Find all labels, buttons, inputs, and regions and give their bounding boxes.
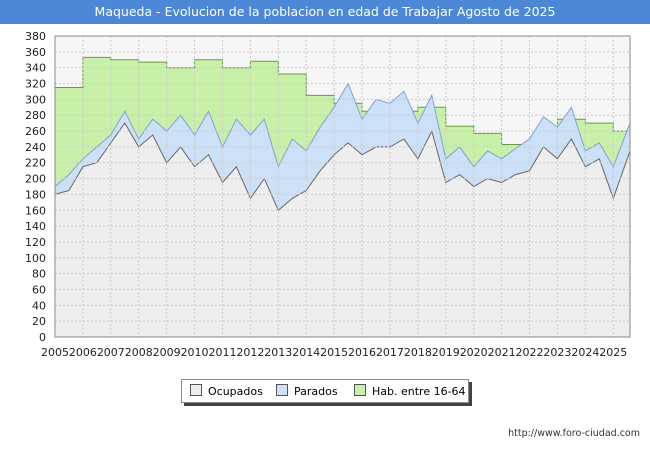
- series-line-ocupados: [54, 122, 631, 212]
- x-tick-label: 2007: [97, 346, 125, 359]
- legend-item-ocupados: Ocupados: [190, 384, 263, 398]
- x-tick-label: 2021: [488, 346, 516, 359]
- y-tick-label: 80: [32, 268, 46, 281]
- x-tick-label: 2024: [571, 346, 599, 359]
- y-tick-label: 280: [25, 109, 46, 122]
- population-chart: 0 20 40 60 80 100 120 140 160 180 200 220 240 260 280 3…: [25, 30, 631, 359]
- x-tick-label: 2015: [320, 346, 348, 359]
- y-tick-label: 100: [25, 252, 46, 265]
- x-tick-label: 2018: [404, 346, 432, 359]
- y-tick-label: 340: [25, 62, 46, 75]
- chart-legend: Ocupados Parados Hab. entre 16-64: [181, 379, 469, 403]
- y-tick-label: 300: [25, 93, 46, 106]
- y-tick-label: 360: [25, 46, 46, 59]
- plot-frame: [54, 35, 631, 338]
- series-line-parados: [54, 82, 631, 187]
- x-tick-label: 2017: [376, 346, 404, 359]
- x-tick-label: 2006: [69, 346, 97, 359]
- y-tick-label: 240: [25, 141, 46, 154]
- legend-swatch-parados: [276, 384, 288, 396]
- x-tick-label: 2020: [460, 346, 488, 359]
- y-tick-label: 180: [25, 188, 46, 201]
- x-tick-label: 2010: [181, 346, 209, 359]
- y-tick-label: 160: [25, 204, 46, 217]
- y-tick-label: 60: [32, 283, 46, 296]
- series-area-ocupados: [55, 123, 630, 337]
- x-tick-label: 2011: [208, 346, 236, 359]
- legend-label-parados: Parados: [294, 385, 338, 398]
- y-tick-label: 200: [25, 173, 46, 186]
- x-tick-label: 2009: [153, 346, 181, 359]
- y-tick-label: 320: [25, 78, 46, 91]
- x-tick-label: 2023: [543, 346, 571, 359]
- y-tick-label: 220: [25, 157, 46, 170]
- legend-swatch-habitantes: [354, 384, 366, 396]
- y-tick-label: 20: [32, 315, 46, 328]
- x-tick-label: 2016: [348, 346, 376, 359]
- y-tick-label: 140: [25, 220, 46, 233]
- y-tick-label: 40: [32, 299, 46, 312]
- legend-item-habitantes: Hab. entre 16-64: [354, 384, 466, 398]
- y-tick-label: 0: [39, 331, 46, 344]
- legend-swatch-ocupados: [190, 384, 202, 396]
- x-tick-label: 2025: [599, 346, 627, 359]
- x-tick-label: 2019: [432, 346, 460, 359]
- legend-item-parados: Parados: [276, 384, 338, 398]
- legend-label-ocupados: Ocupados: [208, 385, 263, 398]
- x-tick-label: 2013: [264, 346, 292, 359]
- x-tick-label: 2012: [236, 346, 264, 359]
- y-tick-label: 380: [25, 30, 46, 43]
- x-tick-label: 2005: [41, 346, 69, 359]
- chart-title: Maqueda - Evolucion de la poblacion en e…: [0, 0, 650, 24]
- x-tick-label: 2008: [125, 346, 153, 359]
- y-tick-label: 260: [25, 125, 46, 138]
- legend-label-habitantes: Hab. entre 16-64: [372, 385, 466, 398]
- y-tick-label: 120: [25, 236, 46, 249]
- x-tick-label: 2014: [292, 346, 320, 359]
- x-tick-label: 2022: [516, 346, 544, 359]
- source-url[interactable]: http://www.foro-ciudad.com: [508, 428, 640, 439]
